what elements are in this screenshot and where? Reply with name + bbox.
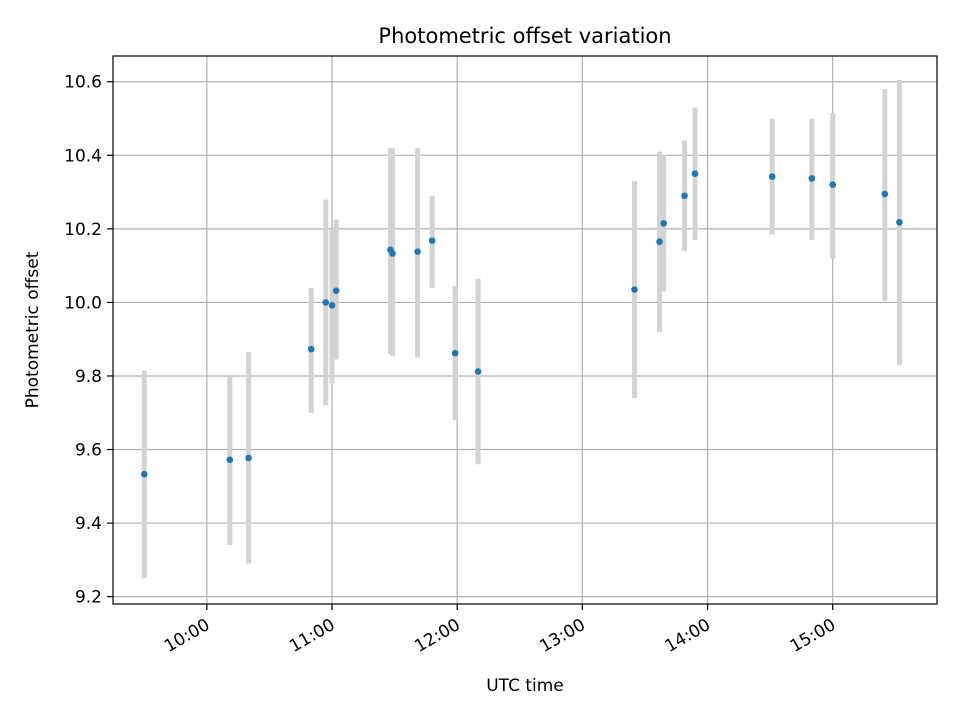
y-tick-label: 10.4	[64, 146, 102, 166]
y-tick-label: 9.2	[75, 588, 102, 608]
data-point	[768, 173, 776, 180]
data-point	[414, 248, 421, 255]
data-point	[660, 220, 668, 227]
data-point	[896, 218, 903, 226]
data-point	[451, 349, 459, 357]
data-point	[681, 192, 688, 200]
y-axis-label: Photometric offset	[23, 251, 43, 408]
data-point	[328, 302, 336, 309]
data-point	[245, 454, 252, 462]
data-point	[322, 299, 330, 306]
plot-frame	[112, 55, 938, 605]
data-point	[829, 181, 836, 189]
x-axis-label: UTC time	[486, 676, 564, 696]
y-tick-label: 10.2	[64, 220, 102, 240]
y-tick-label: 10.0	[64, 293, 102, 313]
y-tick-label: 10.6	[64, 73, 102, 93]
data-point	[656, 238, 663, 246]
data-point	[881, 190, 889, 198]
data-points	[140, 170, 903, 478]
data-point	[474, 368, 482, 375]
data-point	[631, 286, 638, 293]
data-point	[332, 287, 340, 294]
data-point	[428, 237, 436, 244]
data-point	[808, 175, 816, 182]
y-axis: 9.2 9.4 9.6 9.8 10.0 10.2 10.4 10.6	[64, 73, 113, 608]
chart-title: Photometric offset variation	[378, 24, 671, 48]
data-point	[226, 456, 234, 464]
data-point	[691, 170, 699, 177]
data-point	[140, 470, 148, 478]
y-tick-label: 9.6	[75, 441, 102, 461]
y-tick-label: 9.8	[75, 367, 102, 387]
data-point	[307, 345, 315, 353]
y-tick-label: 9.4	[75, 514, 102, 534]
data-point	[389, 250, 396, 257]
